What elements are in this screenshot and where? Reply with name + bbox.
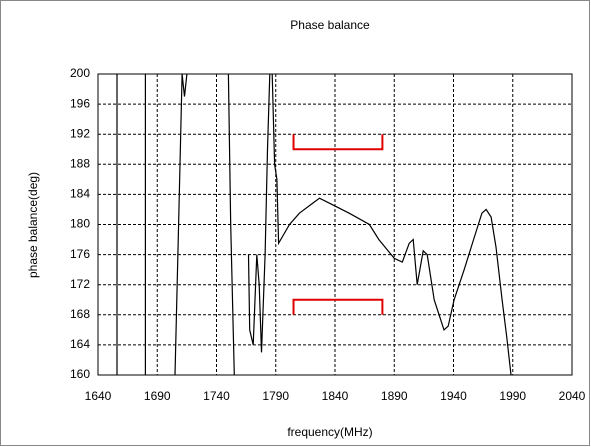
x-tick-label: 1840 <box>322 389 349 403</box>
x-tick-label: 1990 <box>499 389 526 403</box>
data-line <box>116 74 512 375</box>
y-tick-label: 184 <box>70 187 90 201</box>
y-tick-label: 172 <box>70 277 90 291</box>
y-tick-label: 180 <box>70 217 90 231</box>
x-tick-label: 1740 <box>203 389 230 403</box>
x-axis-label: frequency(MHz) <box>287 425 372 439</box>
x-tick-label: 1890 <box>381 389 408 403</box>
y-tick-label: 200 <box>70 66 90 80</box>
y-tick-label: 188 <box>70 156 90 170</box>
y-axis-label: phase balance(deg) <box>26 172 40 278</box>
y-tick-label: 192 <box>70 126 90 140</box>
plot-border <box>97 73 573 376</box>
plot-content <box>116 74 512 375</box>
x-tick-label: 1640 <box>85 389 112 403</box>
y-tick-label: 176 <box>70 247 90 261</box>
limit-bracket <box>292 298 384 315</box>
x-tick-label: 1940 <box>440 389 467 403</box>
y-tick-label: 196 <box>70 96 90 110</box>
y-tick-label: 164 <box>70 337 90 351</box>
y-tick-label: 168 <box>70 307 90 321</box>
chart-title: Phase balance <box>290 18 370 32</box>
y-tick-label: 160 <box>70 367 90 381</box>
x-tick-label: 1790 <box>262 389 289 403</box>
x-tick-label: 1690 <box>144 389 171 403</box>
limit-bracket <box>292 134 384 151</box>
x-tick-label: 2040 <box>559 389 586 403</box>
